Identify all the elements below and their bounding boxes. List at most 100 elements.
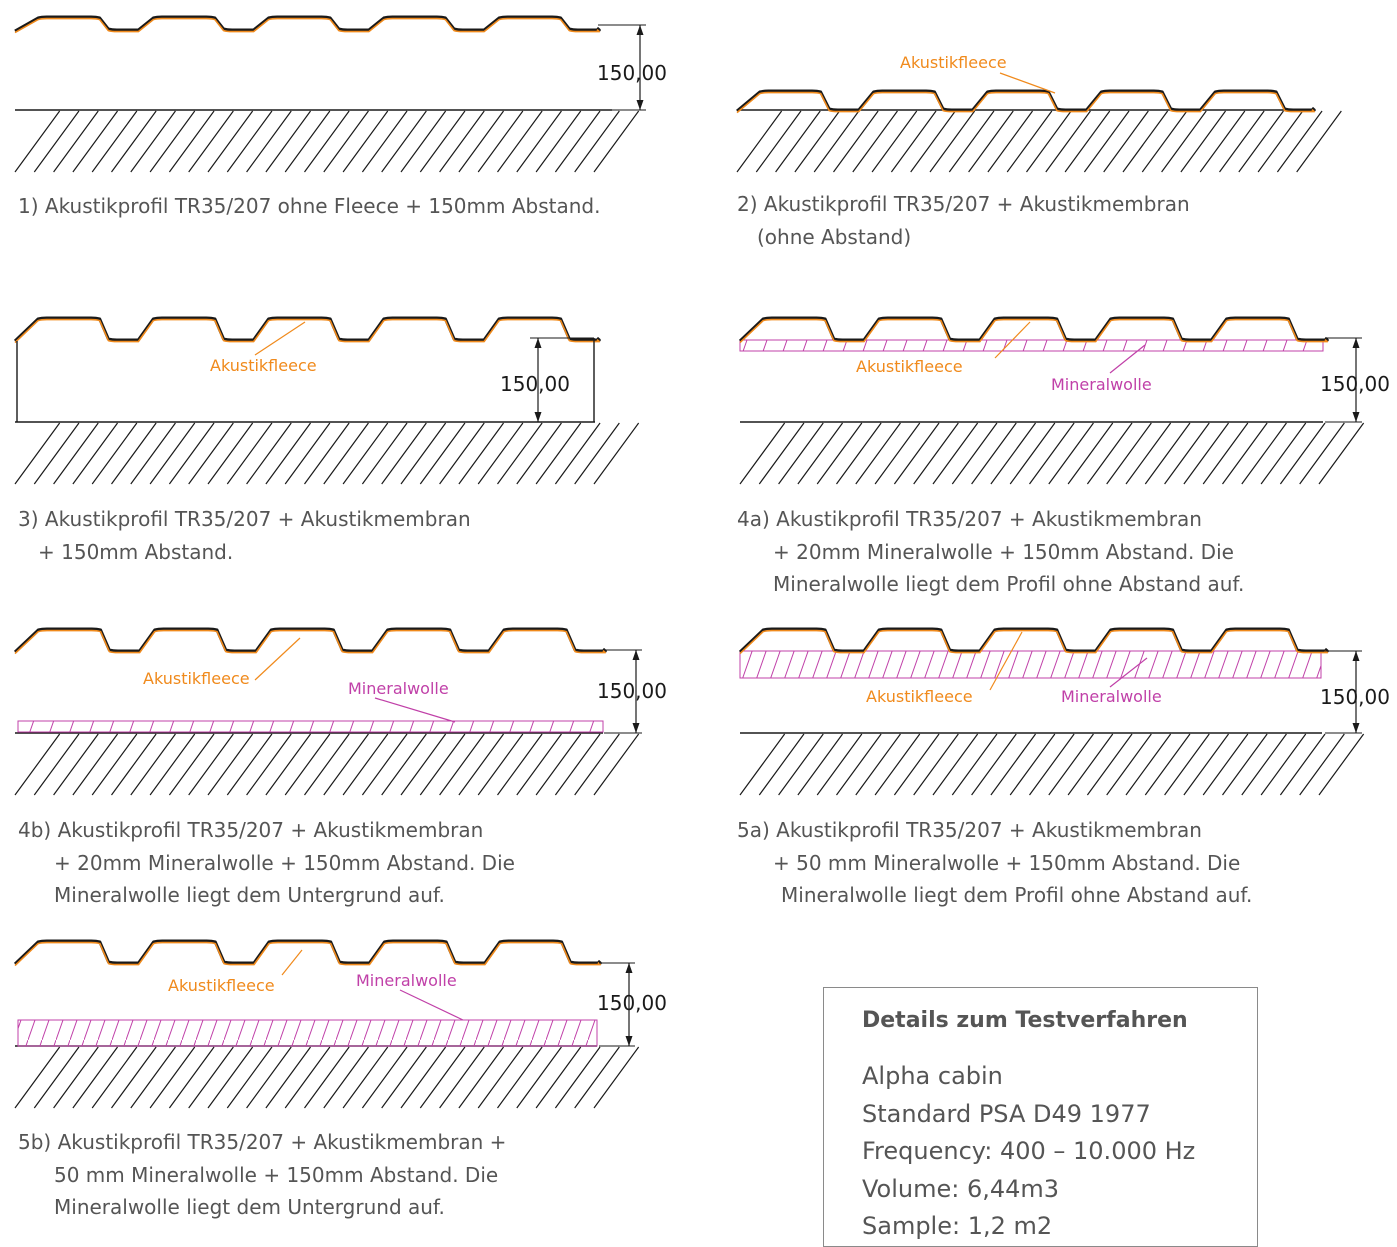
hatch-stroke [1260, 733, 1307, 796]
test-detail-line: Alpha cabin [862, 1062, 1003, 1090]
hatch-stroke [794, 110, 841, 173]
hatch-stroke [1183, 733, 1230, 796]
caption-1: 1) Akustikprofil TR35/207 ohne Fleece + … [18, 194, 601, 218]
hatch-stroke [1048, 422, 1094, 485]
hatch-stroke [593, 733, 640, 796]
caption-4a: 4a) Akustikprofil TR35/207 + Akustikmemb… [737, 507, 1245, 596]
hatch-stroke [554, 733, 601, 796]
hatch-stroke [1202, 422, 1249, 485]
hatch-stroke [400, 733, 447, 796]
hatch-stroke [871, 110, 918, 173]
figure-4a: Akustikfleece Mineralwolle 150,00 [738, 316, 1390, 485]
hatch-stroke [1106, 422, 1152, 485]
ground-hatch [14, 109, 640, 173]
hatch-stroke [33, 733, 80, 796]
trapezoid-profile [14, 15, 601, 33]
fleece-leader [254, 321, 306, 356]
dimension-150: 150,00 [500, 337, 594, 422]
hatch-stroke [111, 733, 157, 796]
hatch-stroke [284, 422, 331, 485]
hatch-stroke [246, 1046, 292, 1109]
hatch-stroke [246, 110, 292, 173]
hatch-stroke [188, 733, 234, 796]
hatch-stroke [207, 733, 254, 796]
hatch-stroke [535, 733, 582, 796]
figure-3: Akustikfleece 150,00 [13, 316, 640, 485]
hatch-stroke [554, 1046, 601, 1109]
hatch-stroke [948, 110, 995, 173]
hatch-stroke [53, 1046, 99, 1109]
hatch-stroke [1141, 110, 1188, 173]
fleece-leader [994, 321, 1031, 359]
hatch-stroke [497, 1046, 543, 1109]
dimension-label: 150,00 [597, 991, 667, 1015]
hatch-stroke [893, 422, 940, 485]
wool-label: Mineralwolle [356, 971, 457, 990]
hatch-stroke [400, 110, 447, 173]
hatch-stroke [130, 110, 176, 173]
hatch-stroke [516, 1046, 562, 1109]
hatch-stroke [207, 1046, 254, 1109]
hatch-stroke [1029, 422, 1075, 485]
hatch-stroke [1144, 733, 1191, 796]
hatch-stroke [1260, 422, 1307, 485]
hatch-stroke [736, 110, 783, 173]
hatch-stroke [323, 422, 369, 485]
test-detail-line: Frequency: 400 – 10.000 Hz [862, 1137, 1196, 1165]
hatch-stroke [72, 733, 119, 796]
hatch-stroke [739, 422, 786, 485]
hatch-stroke [1064, 110, 1111, 173]
hatch-stroke [497, 733, 543, 796]
hatch-stroke [535, 110, 582, 173]
hatch-stroke [593, 1046, 640, 1109]
wool-leader [1109, 344, 1146, 374]
hatch-stroke [72, 422, 119, 485]
hatch-stroke [874, 733, 921, 796]
hatch-stroke [1103, 110, 1149, 173]
dimension-150: 150,00 [597, 24, 667, 111]
figure-2: Akustikfleece [736, 53, 1342, 173]
hatch-stroke [419, 110, 466, 173]
fleece-leader [989, 631, 1023, 691]
hatch-stroke [1257, 110, 1304, 173]
hatch-stroke [852, 110, 898, 173]
hatch-stroke [758, 733, 805, 796]
fleece-layer [14, 17, 601, 34]
hatch-stroke [149, 422, 196, 485]
hatch-stroke [361, 422, 408, 485]
ground-hatch [736, 109, 1342, 173]
hatch-stroke [111, 422, 157, 485]
caption-5b: 5b) Akustikprofil TR35/207 + Akustikmemb… [18, 1130, 507, 1219]
hatch-stroke [951, 733, 998, 796]
hatch-stroke [1219, 110, 1265, 173]
hatch-stroke [284, 110, 331, 173]
hatch-stroke [554, 110, 601, 173]
hatch-stroke [913, 422, 959, 485]
fleece-layer [14, 941, 602, 967]
test-details-title: Details zum Testverfahren [862, 1008, 1188, 1033]
hatch-stroke [168, 733, 215, 796]
hatch-stroke [1299, 733, 1345, 796]
trapezoid-profile-with-fleece [736, 89, 1316, 113]
hatch-stroke [342, 422, 389, 485]
ground-hatch [14, 732, 640, 796]
hatch-stroke [342, 733, 389, 796]
hatch-stroke [971, 422, 1017, 485]
dimension-label: 150,00 [500, 372, 570, 396]
test-setup-drawings: 150,00 Akustikfleece Akustikfleece 150,0… [13, 15, 1390, 1109]
hatch-stroke [458, 733, 505, 796]
fleece-layer [14, 318, 601, 344]
hatch-stroke [778, 733, 824, 796]
caption-3: 3) Akustikprofil TR35/207 + Akustikmembr… [18, 507, 471, 564]
hatch-stroke [554, 422, 601, 485]
hatch-stroke [1241, 733, 1287, 796]
hatch-stroke [913, 733, 959, 796]
fleece-leader [281, 949, 303, 976]
dimension-label: 150,00 [597, 61, 667, 85]
hatch-stroke [342, 1046, 389, 1109]
hatch-stroke [207, 110, 254, 173]
hatch-stroke [207, 422, 254, 485]
hatch-stroke [33, 110, 80, 173]
dimension-label: 150,00 [597, 679, 667, 703]
hatch-stroke [929, 110, 976, 173]
